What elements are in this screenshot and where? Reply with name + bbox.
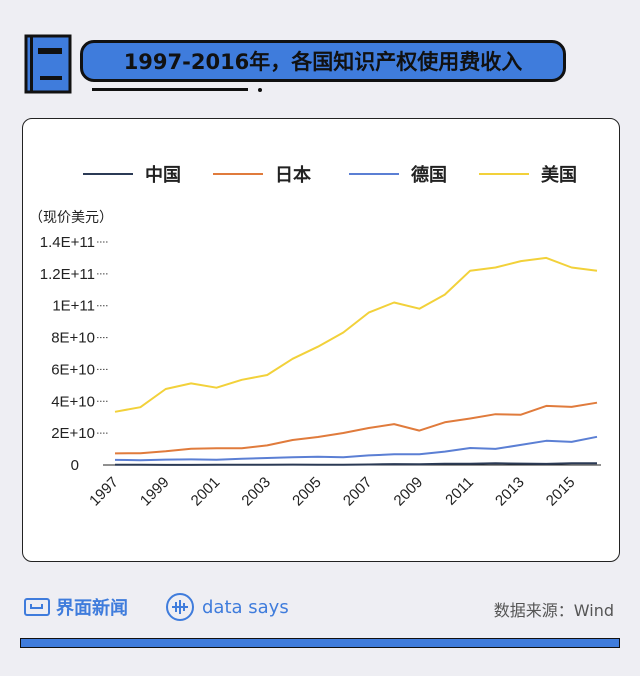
line-chart: 0 2E+10 4E+10 6E+10 8E+10 1E+11 1.2E+11 1.4E+11… — [40, 234, 601, 510]
legend-label: 日本 — [275, 165, 311, 186]
y-tick-label: 0 — [71, 457, 79, 474]
x-tick-label: 2001 — [188, 474, 224, 510]
series-line-0 — [115, 462, 598, 466]
legend-label: 美国 — [541, 165, 577, 186]
datasays-icon — [166, 593, 194, 621]
y-tick-label: 2E+10 — [51, 425, 95, 442]
x-tick-label: 2013 — [492, 474, 528, 510]
y-tick-label: 4E+10 — [51, 393, 95, 410]
bottom-bar — [20, 638, 620, 648]
x-tick-label: 2009 — [391, 474, 427, 510]
legend-label: 中国 — [145, 165, 181, 186]
y-axis-unit-label: （现价美元） — [29, 210, 113, 226]
legend-swatch — [83, 173, 133, 175]
y-tick-label: 1.2E+11 — [40, 266, 95, 283]
y-tick-label: 1E+11 — [52, 298, 95, 315]
legend-item-germany: 德国 — [349, 159, 447, 189]
legend-item-china: 中国 — [83, 159, 181, 189]
title-underline — [92, 88, 248, 91]
legend-swatch — [349, 173, 399, 175]
jiemian-logo-icon — [24, 598, 50, 616]
x-tick-label: 1999 — [137, 474, 173, 510]
datasays-logo: data says — [166, 592, 289, 622]
legend-item-japan: 日本 — [213, 159, 311, 189]
y-tick-label: 1.4E+11 — [40, 234, 95, 251]
brand-logo: 界面新闻 — [24, 594, 128, 620]
brand-name: 界面新闻 — [56, 598, 128, 619]
x-tick-label: 2007 — [340, 474, 376, 510]
data-source: 数据来源：Wind — [493, 601, 614, 620]
datasays-label: data says — [202, 596, 289, 618]
legend-label: 德国 — [411, 165, 447, 186]
legend-item-usa: 美国 — [479, 159, 577, 189]
series-line-1 — [114, 401, 598, 455]
title-dot — [258, 88, 262, 92]
chart-legend: 中国 日本 德国 美国 — [83, 159, 623, 189]
series-line-2 — [114, 435, 598, 462]
page-title: 1997-2016年，各国知识产权使用费收入 — [80, 40, 566, 82]
y-tick-label: 6E+10 — [51, 361, 95, 378]
x-tick-label: 2005 — [289, 474, 325, 510]
x-tick-label: 1997 — [86, 474, 122, 510]
legend-swatch — [213, 173, 263, 175]
x-tick-label: 2011 — [442, 474, 477, 509]
book-icon — [24, 34, 72, 94]
x-tick-label: 2003 — [238, 474, 274, 510]
y-tick-label: 8E+10 — [51, 330, 95, 347]
series-line-3 — [114, 256, 598, 413]
x-tick-label: 2015 — [543, 474, 579, 510]
legend-swatch — [479, 173, 529, 175]
header: 1997-2016年，各国知识产权使用费收入 — [0, 0, 640, 110]
chart-card: 中国 日本 德国 美国 （现价美元） 0 2E+10 4E+10 6E+10 8E+10… — [22, 118, 620, 562]
